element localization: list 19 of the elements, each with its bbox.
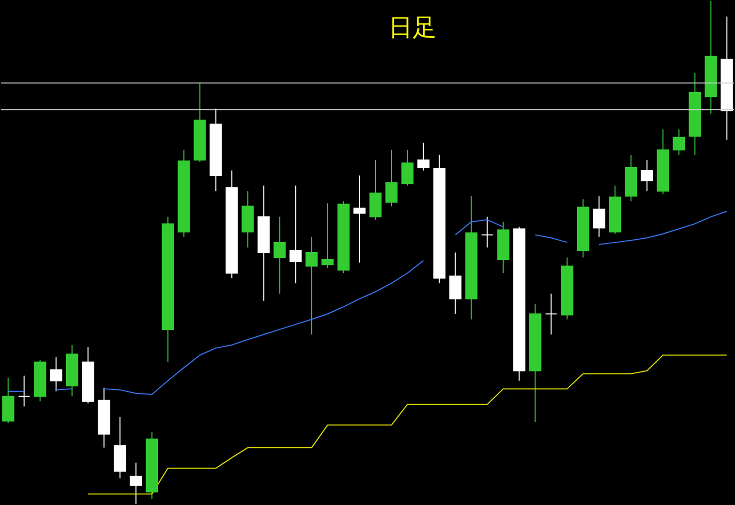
candlestick — [672, 128, 685, 156]
candlestick — [640, 159, 654, 192]
text: 日足 — [388, 14, 436, 42]
candlestick — [290, 185, 302, 284]
candlestick — [321, 202, 334, 269]
candlestick — [592, 196, 606, 238]
candlestick — [369, 159, 382, 220]
candlestick — [130, 462, 142, 504]
candlestick — [50, 356, 62, 392]
candlestick — [481, 216, 494, 248]
candlestick — [385, 149, 398, 207]
candlestick — [449, 252, 462, 314]
candlestick — [401, 149, 414, 186]
candlestick — [545, 293, 558, 335]
candlestick — [274, 216, 286, 294]
candlestick — [353, 175, 366, 264]
candlestick — [18, 375, 30, 407]
candlestick — [417, 142, 430, 172]
candlestick — [306, 236, 318, 335]
